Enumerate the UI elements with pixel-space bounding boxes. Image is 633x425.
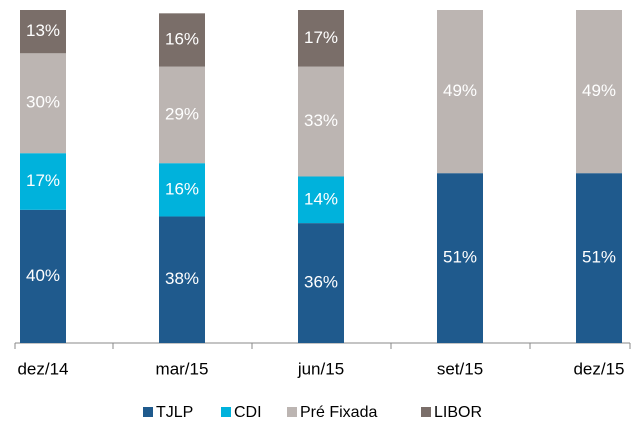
data-label: 16% (165, 179, 199, 198)
data-label: 17% (26, 171, 60, 190)
data-label: 33% (304, 111, 338, 130)
bar-segment (437, 173, 483, 343)
bar-segment (20, 53, 66, 154)
legend-swatch (143, 407, 153, 417)
x-tick-label: mar/15 (156, 359, 209, 378)
legend-label: Pré Fixada (300, 404, 377, 421)
bar-segment (437, 10, 483, 174)
bar-segment (159, 163, 205, 217)
bar-segment (298, 176, 344, 224)
data-label: 30% (26, 93, 60, 112)
bar-segment (576, 10, 622, 174)
legend-label: CDI (234, 404, 262, 421)
data-label: 38% (165, 269, 199, 288)
bar-segment (20, 153, 66, 210)
bar-segment (576, 173, 622, 343)
data-label: 51% (582, 248, 616, 267)
data-label: 49% (582, 81, 616, 100)
legend-swatch (421, 407, 431, 417)
x-tick-label: set/15 (437, 359, 483, 378)
legend-label: LIBOR (434, 404, 482, 421)
data-label: 51% (443, 248, 477, 267)
bar-segment (298, 223, 344, 343)
x-tick-label: jun/15 (297, 359, 344, 378)
bar-segment (159, 216, 205, 343)
data-label: 14% (304, 189, 338, 208)
data-label: 17% (304, 28, 338, 47)
data-label: 36% (304, 273, 338, 292)
x-tick-label: dez/14 (17, 359, 68, 378)
bar-segment (20, 209, 66, 343)
legend-swatch (287, 407, 297, 417)
data-label: 49% (443, 81, 477, 100)
bar-segment (298, 66, 344, 177)
data-label: 16% (165, 29, 199, 48)
bar-segment (20, 10, 66, 54)
bar-segment (298, 10, 344, 67)
x-tick-label: dez/15 (573, 359, 624, 378)
legend-swatch (221, 407, 231, 417)
bar-segment (159, 66, 205, 164)
data-label: 13% (26, 21, 60, 40)
legend-label: TJLP (156, 404, 193, 421)
data-label: 29% (165, 104, 199, 123)
bar-segment (159, 13, 205, 67)
data-label: 40% (26, 266, 60, 285)
